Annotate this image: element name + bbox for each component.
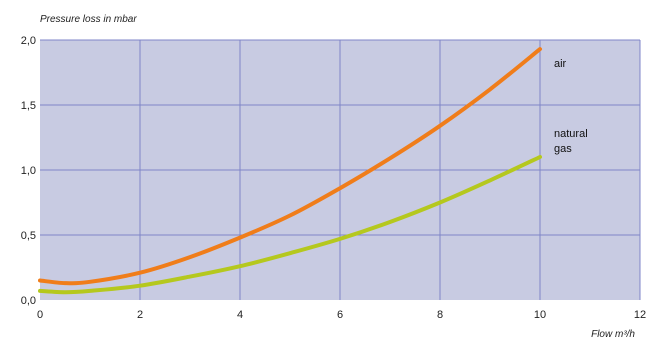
- series-lines: [38, 47, 542, 295]
- series-label-natural-gas: natural gas: [554, 128, 588, 155]
- series-labels: air natural gas: [554, 58, 588, 155]
- y-tick-label: 2,0: [21, 35, 36, 47]
- x-tick-label: 10: [534, 309, 546, 321]
- x-tick-labels: 0 2 4 6 8 10 12: [37, 309, 646, 321]
- y-tick-label: 1,5: [21, 100, 36, 112]
- x-tick-label: 0: [37, 309, 43, 321]
- x-tick-label: 4: [237, 309, 243, 321]
- series-label-air: air: [554, 58, 567, 70]
- y-tick-label: 0,5: [21, 230, 36, 242]
- y-tick-label: 0,0: [21, 295, 36, 307]
- x-tick-label: 12: [634, 309, 646, 321]
- x-tick-label: 2: [137, 309, 143, 321]
- x-tick-label: 8: [437, 309, 443, 321]
- grid-lines: [40, 39, 641, 300]
- y-axis-title: Pressure loss in mbar: [40, 14, 137, 25]
- series-line-natural-gas: [38, 155, 542, 295]
- y-tick-labels: 0,0 0,5 1,0 1,5 2,0: [21, 35, 36, 307]
- y-tick-label: 1,0: [21, 165, 36, 177]
- series-line-air: [38, 47, 542, 286]
- x-tick-label: 6: [337, 309, 343, 321]
- x-axis-title: Flow m³/h: [591, 329, 635, 340]
